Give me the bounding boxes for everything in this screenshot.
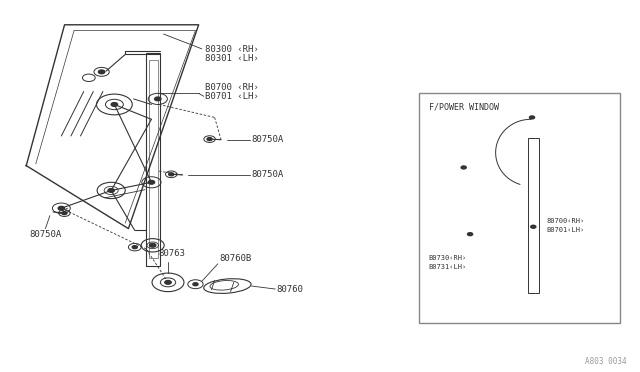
Circle shape [155, 97, 161, 101]
Text: 80300 ‹RH›: 80300 ‹RH› [205, 45, 259, 54]
Bar [149, 60, 158, 258]
Circle shape [111, 103, 118, 106]
Circle shape [148, 180, 155, 184]
Circle shape [531, 225, 536, 228]
Circle shape [108, 189, 115, 192]
Circle shape [461, 166, 467, 169]
Circle shape [62, 212, 67, 215]
Bar [147, 52, 161, 266]
Circle shape [529, 116, 534, 119]
Bar [419, 93, 620, 323]
Circle shape [169, 173, 174, 176]
Circle shape [150, 243, 156, 247]
Circle shape [132, 246, 138, 248]
Text: 80750A: 80750A [29, 230, 61, 240]
Circle shape [207, 138, 212, 141]
Text: B0731‹LH›: B0731‹LH› [429, 264, 467, 270]
Text: 80760B: 80760B [219, 254, 252, 263]
Text: A803 0034: A803 0034 [585, 357, 627, 366]
Circle shape [193, 283, 198, 286]
Text: 80763: 80763 [159, 249, 186, 258]
Circle shape [467, 233, 472, 235]
Text: 80760: 80760 [276, 285, 303, 294]
Text: F/POWER WINDOW: F/POWER WINDOW [429, 103, 499, 112]
Text: B0700 ‹RH›: B0700 ‹RH› [205, 83, 259, 92]
Circle shape [58, 206, 65, 210]
Text: 80301 ‹LH›: 80301 ‹LH› [205, 54, 259, 63]
Text: 80750A: 80750A [252, 135, 284, 144]
Text: B0701‹LH›: B0701‹LH› [547, 227, 585, 234]
Circle shape [165, 280, 172, 284]
Text: B0701 ‹LH›: B0701 ‹LH› [205, 92, 259, 101]
Text: 80750A: 80750A [252, 170, 284, 179]
Circle shape [99, 70, 105, 74]
Text: 80700‹RH›: 80700‹RH› [547, 218, 585, 224]
Text: B0730‹RH›: B0730‹RH› [429, 255, 467, 261]
Bar [527, 138, 539, 294]
